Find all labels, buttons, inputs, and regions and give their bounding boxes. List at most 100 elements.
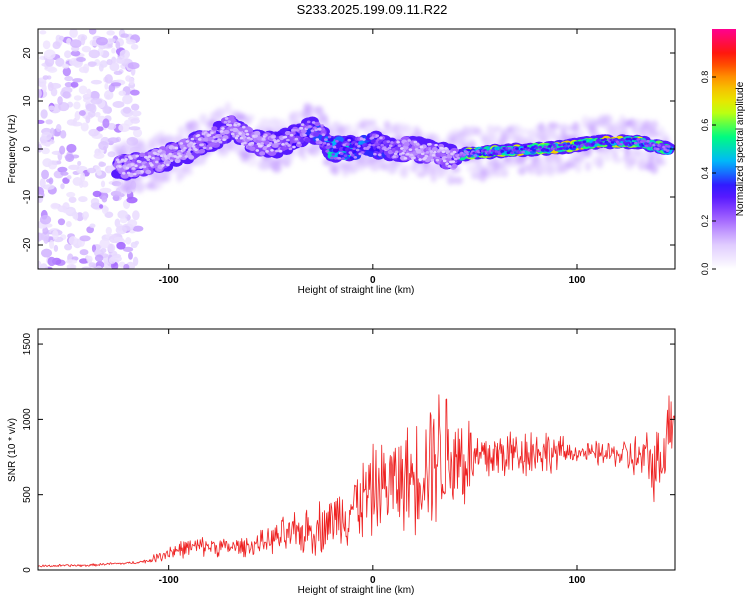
heatmap-ridge-cell <box>229 128 234 132</box>
heatmap-ridge-cell <box>424 154 429 158</box>
heatmap-ridge-cell <box>310 129 315 133</box>
heatmap-ridge-cell <box>430 158 435 162</box>
heatmap-noise-blob <box>41 131 52 141</box>
heatmap-ridge-cell <box>115 158 120 162</box>
heatmap-noise-blob <box>66 143 77 153</box>
heatmap-halo-blob <box>177 125 186 138</box>
heatmap-noise-blob <box>100 247 107 254</box>
heatmap-halo-blob <box>656 158 667 167</box>
heatmap-ridge-cell <box>139 152 146 158</box>
heatmap-ridge-cell <box>278 149 283 153</box>
heatmap-ridge-cell <box>229 118 236 124</box>
heatmap-ridge-cell <box>155 160 159 164</box>
heatmap-noise-blob <box>79 258 89 264</box>
x-tick-label: -100 <box>159 275 179 286</box>
heatmap-halo-blob <box>246 156 259 167</box>
heatmap-halo-blob <box>430 170 438 183</box>
colorbar-tick-label: 0.8 <box>700 71 710 84</box>
x-tick-label: -100 <box>159 575 179 586</box>
heatmap-noise-blob <box>126 39 137 45</box>
heatmap-noise-blob <box>38 143 43 153</box>
heatmap-halo-blob <box>214 107 227 118</box>
heatmap-noise-blob <box>106 59 113 66</box>
heatmap-ridge-cell <box>208 146 213 150</box>
heatmap-noise-blob <box>95 36 108 46</box>
heatmap-ridge-cell <box>326 143 331 146</box>
heatmap-noise-blob <box>56 160 62 165</box>
heatmap-ridge-cell <box>202 146 207 150</box>
heatmap-ridge-cell <box>362 138 366 141</box>
heatmap-ridge-cell <box>335 139 339 143</box>
heatmap-ridge-cell <box>330 156 334 160</box>
heatmap-noise-blob <box>42 40 51 50</box>
heatmap-ridge-cell <box>648 144 653 148</box>
heatmap-halo-blob <box>499 135 510 143</box>
heatmap-noise-blob <box>102 118 110 129</box>
heatmap-ridge-cell <box>153 156 160 162</box>
heatmap-noise-blob <box>99 204 104 209</box>
heatmap-noise-blob <box>39 30 47 35</box>
heatmap-noise-blob <box>66 263 77 269</box>
heatmap-noise-blob <box>39 263 48 269</box>
heatmap-ridge-cell <box>396 140 400 144</box>
heatmap-noise-blob <box>48 239 55 249</box>
heatmap-noise-blob <box>110 255 122 263</box>
heatmap-ridge-cell <box>233 123 238 127</box>
heatmap-ridge-cell <box>572 145 577 149</box>
heatmap-ridge-cell <box>328 144 333 148</box>
heatmap-noise-blob <box>134 240 140 245</box>
heatmap-ridge-cell <box>135 154 140 158</box>
heatmap-ridge-cell <box>210 131 214 135</box>
heatmap-ridge-cell <box>169 159 174 163</box>
heatmap-ridge-cell <box>621 138 626 142</box>
heatmap-ridge-cell <box>379 136 383 140</box>
colorbar-gradient <box>712 29 736 269</box>
heatmap-ridge-cell <box>288 147 293 151</box>
heatmap-ridge-cell <box>382 146 387 149</box>
heatmap-halo-blob <box>162 173 171 183</box>
heatmap-noise-blob <box>120 33 129 38</box>
heatmap-halo-blob <box>492 125 503 133</box>
snr-y-ticks: 0 500 1000 1500 <box>22 333 675 573</box>
heatmap-ridge-cell <box>189 141 193 145</box>
heatmap-noise-blob <box>68 164 80 170</box>
heatmap-ridge-cell <box>295 142 302 148</box>
heatmap-ridge-cell <box>627 137 632 141</box>
heatmap-ridge-cell <box>346 143 350 146</box>
heatmap-noise-blob <box>80 35 86 46</box>
heatmap-ridge-cell <box>582 140 587 144</box>
heatmap-noise-blob <box>122 106 132 114</box>
heatmap-ridge-cell <box>126 171 131 175</box>
heatmap-ridge-cell <box>118 165 122 168</box>
heatmap-ridge-cell <box>299 126 304 130</box>
heatmap-ridge-cell <box>409 153 414 157</box>
heatmap-noise-blob <box>80 172 86 183</box>
heatmap-ridge-cell <box>281 143 285 146</box>
heatmap-ridge-cell <box>408 148 413 152</box>
heatmap-noise-blob <box>86 255 93 263</box>
heatmap-ridge-cell <box>332 145 337 149</box>
heatmap-ridge-cell <box>132 172 137 176</box>
heatmap-halo-blob <box>258 118 271 129</box>
heatmap-noise-blob <box>118 123 131 133</box>
x-tick-label: 100 <box>569 275 586 286</box>
heatmap-noise-blob <box>59 145 66 155</box>
heatmap-noise-blob <box>64 76 74 82</box>
heatmap-noise-blob <box>113 70 123 75</box>
heatmap-ridge-cell <box>428 142 432 146</box>
heatmap-noise-blob <box>59 130 67 139</box>
heatmap-ridge-cell <box>145 169 152 175</box>
heatmap-ridge-cell <box>287 144 291 147</box>
heatmap-ridge-cell <box>184 155 189 158</box>
heatmap-ridge-cell <box>202 137 209 142</box>
heatmap-ridge-cell <box>642 139 647 143</box>
heatmap-noise-blob <box>100 180 106 188</box>
heatmap-halo-blob <box>414 129 424 139</box>
heatmap-halo-blob <box>602 114 613 126</box>
heatmap-halo-blob <box>300 153 308 161</box>
heatmap-ridge-cell <box>380 143 385 147</box>
heatmap-halo-blob <box>581 115 590 126</box>
heatmap-noise-blob <box>125 236 132 245</box>
heatmap-noise-blob <box>89 90 100 101</box>
heatmap-ridge-cell <box>451 160 456 163</box>
